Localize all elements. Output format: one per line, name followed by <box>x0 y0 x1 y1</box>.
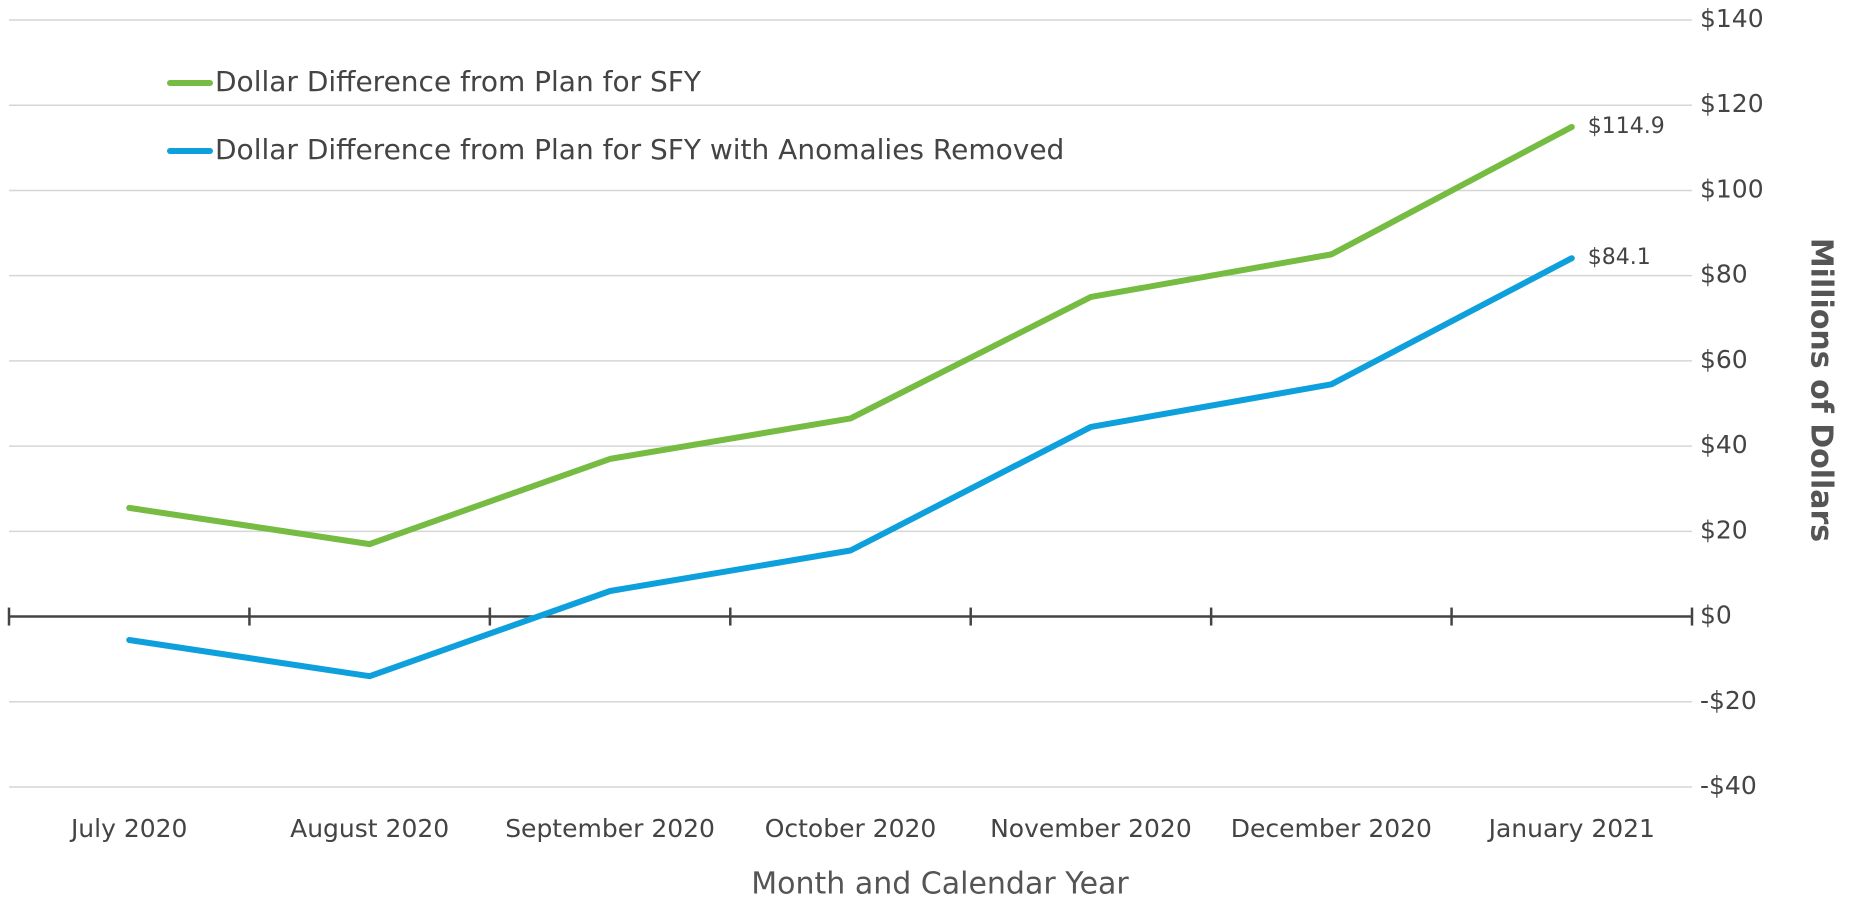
y-tick-label: $140 <box>1700 4 1764 33</box>
series-line <box>126 255 1575 680</box>
data-label: $84.1 <box>1588 245 1651 270</box>
y-axis-title: Millions of Dollars <box>1804 238 1839 542</box>
y-tick-label: $40 <box>1700 430 1748 459</box>
y-tick-label: $0 <box>1700 601 1732 630</box>
y-tick-label: -$20 <box>1700 686 1757 715</box>
x-tick-label: December 2020 <box>1231 814 1432 843</box>
x-tick-label: October 2020 <box>765 814 937 843</box>
x-tick-label: July 2020 <box>69 814 188 843</box>
legend-label: Dollar Difference from Plan for SFY <box>215 65 702 98</box>
y-tick-label: $60 <box>1700 345 1748 374</box>
x-tick-label: September 2020 <box>505 814 715 843</box>
y-tick-label: $100 <box>1700 174 1764 203</box>
series-line <box>126 123 1575 548</box>
y-tick-label: -$40 <box>1700 771 1757 800</box>
x-tick-label: August 2020 <box>290 814 449 843</box>
x-tick-label: November 2020 <box>990 814 1192 843</box>
y-tick-label: $120 <box>1700 89 1764 118</box>
x-tick-label: January 2021 <box>1487 814 1655 843</box>
x-axis-title: Month and Calendar Year <box>751 867 1129 900</box>
legend-label: Dollar Difference from Plan for SFY with… <box>215 133 1064 166</box>
y-tick-label: $80 <box>1700 260 1748 289</box>
y-tick-label: $20 <box>1700 515 1748 544</box>
data-label: $114.9 <box>1588 114 1665 139</box>
